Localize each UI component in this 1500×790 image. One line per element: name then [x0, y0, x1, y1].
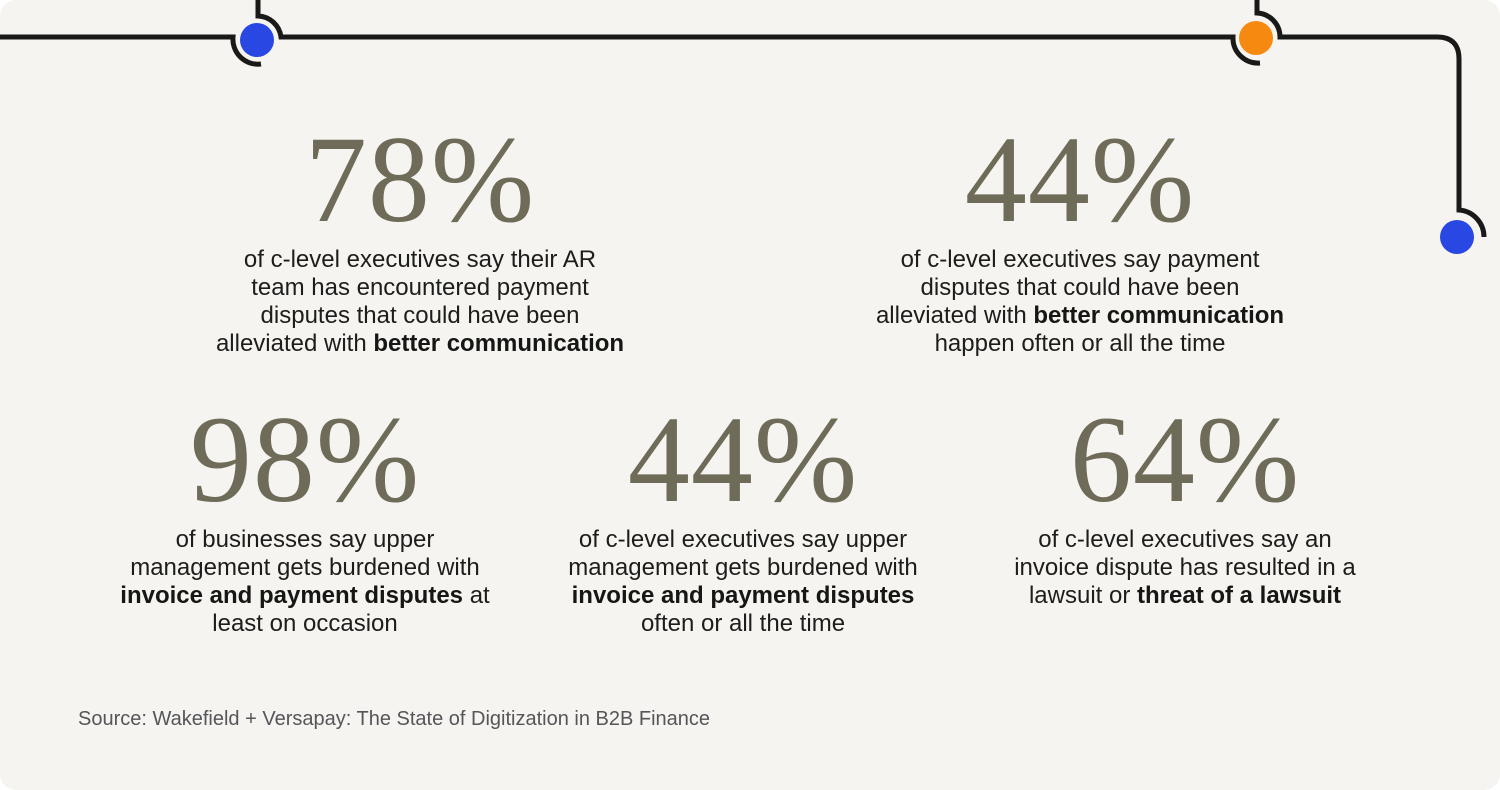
- stat-1-text: of c-level executives say their AR team …: [215, 246, 597, 357]
- stat-3-bold-text: invoice and payment disputes: [120, 582, 464, 609]
- source-citation: Source: Wakefield + Versapay: The State …: [78, 708, 711, 730]
- stat-1-bold-text: better communication: [373, 330, 625, 357]
- stat-card-5: 64% of c-level executives say an invoice…: [915, 391, 1455, 610]
- stat-2-text: of c-level executives say payment disput…: [875, 246, 1260, 329]
- stat-value-2: 44%: [964, 111, 1196, 248]
- stat-card-3: 98% of businesses say upper management g…: [35, 391, 575, 638]
- stat-4-text-after: often or all the time: [640, 610, 846, 637]
- stat-description-4: of c-level executives say upper manageme…: [548, 526, 938, 638]
- wire-left-segment: [0, 34, 262, 67]
- stat-5-bold-text: threat of a lawsuit: [1137, 582, 1342, 609]
- stat-description-3: of businesses say upper management gets …: [110, 526, 500, 638]
- stat-3-text-after: at least on occasion: [212, 582, 490, 637]
- wire-right-segment: [1254, 0, 1487, 238]
- stat-description-1: of c-level executives say their AR team …: [215, 246, 625, 358]
- stat-card-1: 78% of c-level executives say their AR t…: [150, 111, 690, 358]
- stat-4-text: of c-level executives say upper manageme…: [568, 526, 918, 581]
- stat-value-5: 64%: [1069, 391, 1301, 528]
- stat-card-2: 44% of c-level executives say payment di…: [810, 111, 1350, 358]
- stat-value-3: 98%: [189, 391, 421, 528]
- orange-node-dot: [1239, 21, 1273, 55]
- stat-2-bold-text: better communication: [1033, 302, 1285, 329]
- stat-4-bold-text: invoice and payment disputes: [571, 582, 915, 609]
- blue-node-dot-left: [240, 23, 274, 57]
- decorative-wire-art: [0, 0, 1487, 254]
- stat-description-5: of c-level executives say an invoice dis…: [1005, 526, 1365, 610]
- stat-5-text: of c-level executives say an invoice dis…: [1014, 526, 1356, 609]
- stat-value-4: 44%: [627, 391, 859, 528]
- stat-card-4: 44% of c-level executives say upper mana…: [473, 391, 1013, 638]
- stat-description-2: of c-level executives say payment disput…: [875, 246, 1285, 358]
- stat-3-text: of businesses say upper management gets …: [130, 526, 480, 581]
- stat-value-1: 78%: [304, 111, 536, 248]
- stat-2-text-after: happen often or all the time: [934, 330, 1226, 357]
- blue-node-dot-right: [1440, 220, 1474, 254]
- wire-middle-segment: [255, 0, 1261, 66]
